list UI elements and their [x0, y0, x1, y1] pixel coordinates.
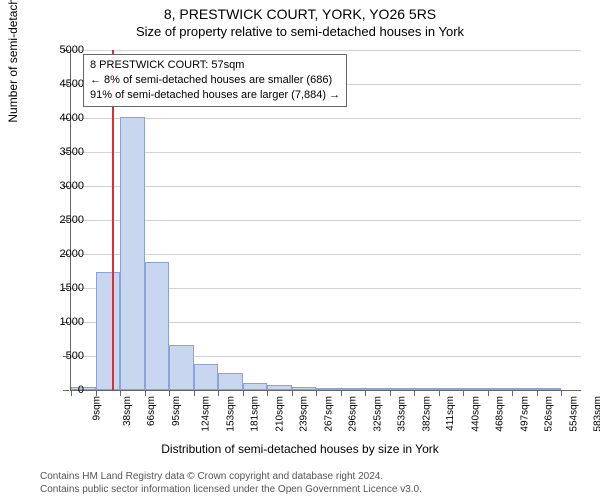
x-tick-label: 296sqm	[348, 396, 359, 432]
x-tick-label: 9sqm	[91, 396, 102, 420]
x-tick	[194, 391, 195, 396]
y-tick-label: 1500	[44, 282, 84, 294]
grid-line	[71, 50, 581, 51]
y-tick-label: 2500	[44, 214, 84, 226]
x-tick	[169, 391, 170, 396]
x-tick	[439, 391, 440, 396]
info-box-line2: ← 8% of semi-detached houses are smaller…	[90, 73, 340, 88]
x-tick	[537, 391, 538, 396]
x-tick-label: 210sqm	[274, 396, 285, 432]
y-axis-title: Number of semi-detached properties	[6, 0, 20, 123]
footer-attribution: Contains HM Land Registry data © Crown c…	[40, 471, 422, 496]
y-tick-label: 4500	[44, 78, 84, 90]
x-tick-label: 497sqm	[519, 396, 530, 432]
y-tick-label: 500	[44, 350, 84, 362]
histogram-bar	[120, 117, 145, 390]
histogram-bar	[292, 387, 317, 390]
x-tick	[365, 391, 366, 396]
histogram-bar	[341, 388, 366, 390]
grid-line	[71, 254, 581, 255]
grid-line	[71, 186, 581, 187]
footer-line1: Contains HM Land Registry data © Crown c…	[40, 471, 422, 484]
histogram-bar	[243, 383, 268, 390]
x-tick	[488, 391, 489, 396]
x-tick-label: 440sqm	[470, 396, 481, 432]
x-tick	[512, 391, 513, 396]
x-tick-label: 38sqm	[122, 396, 133, 426]
x-tick-label: 124sqm	[201, 396, 212, 432]
histogram-bar	[316, 388, 341, 390]
x-tick-label: 66sqm	[146, 396, 157, 426]
x-tick	[267, 391, 268, 396]
chart-container: 8, PRESTWICK COURT, YORK, YO26 5RS Size …	[0, 0, 600, 500]
x-tick	[316, 391, 317, 396]
y-tick-label: 0	[44, 384, 84, 396]
histogram-bar	[145, 262, 170, 390]
x-tick	[341, 391, 342, 396]
x-tick	[390, 391, 391, 396]
histogram-bar	[365, 388, 390, 390]
x-tick-label: 468sqm	[495, 396, 506, 432]
x-tick-label: 554sqm	[568, 396, 579, 432]
histogram-bar	[194, 364, 219, 390]
histogram-bar	[537, 388, 562, 390]
x-tick-label: 267sqm	[323, 396, 334, 432]
x-tick	[120, 391, 121, 396]
x-tick	[463, 391, 464, 396]
title-main: 8, PRESTWICK COURT, YORK, YO26 5RS	[0, 0, 600, 22]
histogram-bar	[267, 385, 292, 390]
x-tick	[243, 391, 244, 396]
x-tick-label: 325sqm	[372, 396, 383, 432]
grid-line	[71, 220, 581, 221]
info-box-line1: 8 PRESTWICK COURT: 57sqm	[90, 58, 340, 73]
x-tick-label: 382sqm	[421, 396, 432, 432]
x-axis-title: Distribution of semi-detached houses by …	[0, 442, 600, 456]
x-tick	[218, 391, 219, 396]
x-tick-label: 239sqm	[299, 396, 310, 432]
x-tick-label: 95sqm	[171, 396, 182, 426]
title-sub: Size of property relative to semi-detach…	[0, 22, 600, 39]
info-box: 8 PRESTWICK COURT: 57sqm← 8% of semi-det…	[83, 54, 347, 107]
grid-line	[71, 152, 581, 153]
x-tick-label: 153sqm	[225, 396, 236, 432]
histogram-bar	[218, 373, 243, 390]
info-box-line3: 91% of semi-detached houses are larger (…	[90, 88, 340, 103]
histogram-bar	[169, 345, 194, 390]
x-tick-label: 181sqm	[250, 396, 261, 432]
x-tick-label: 353sqm	[397, 396, 408, 432]
y-tick-label: 2000	[44, 248, 84, 260]
x-tick	[292, 391, 293, 396]
histogram-bar	[414, 388, 439, 390]
x-tick-label: 583sqm	[593, 396, 600, 432]
y-tick-label: 4000	[44, 112, 84, 124]
histogram-bar	[463, 388, 488, 390]
histogram-bar	[390, 388, 415, 390]
histogram-bar	[439, 388, 464, 390]
histogram-bar	[96, 272, 121, 390]
y-tick-label: 5000	[44, 44, 84, 56]
y-tick-label: 3000	[44, 180, 84, 192]
y-tick-label: 1000	[44, 316, 84, 328]
footer-line2: Contains public sector information licen…	[40, 484, 422, 497]
histogram-bar	[512, 388, 537, 390]
grid-line	[71, 118, 581, 119]
x-tick	[561, 391, 562, 396]
y-tick-label: 3500	[44, 146, 84, 158]
x-tick	[414, 391, 415, 396]
histogram-bar	[488, 388, 513, 390]
x-tick-label: 526sqm	[544, 396, 555, 432]
x-tick-label: 411sqm	[445, 396, 456, 431]
